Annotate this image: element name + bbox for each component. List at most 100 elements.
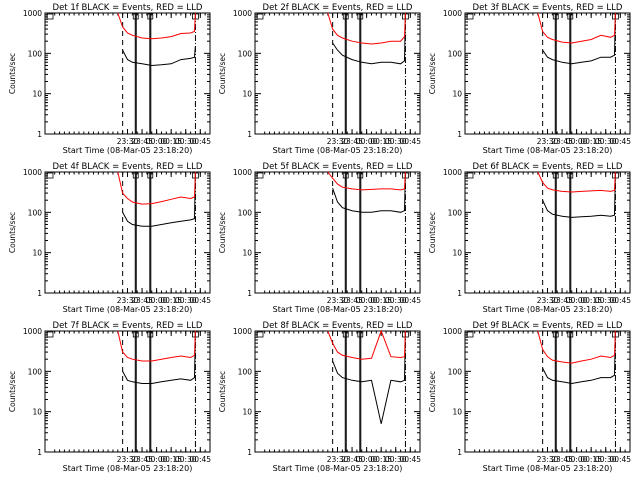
x-tick-label: 23:30 — [537, 137, 559, 146]
x-tick-label: 23:45 — [341, 296, 363, 305]
y-tick-label: 1 — [457, 130, 462, 139]
plot-frame — [44, 330, 211, 453]
plot-frame — [254, 330, 421, 453]
x-tick-label: 23:30 — [327, 455, 349, 464]
x-tick-label: 00:00 — [356, 455, 378, 464]
x-axis-label: Start Time (08-Mar-05 23:18:20) — [63, 305, 193, 314]
y-tick-label: 1000 — [233, 327, 252, 336]
y-tick-label: 100 — [238, 49, 253, 58]
x-tick-label: 00:30 — [595, 296, 617, 305]
box-marker-cap-1 — [132, 172, 139, 179]
y-tick-label: 1000 — [443, 168, 462, 177]
series-lld-line — [117, 12, 196, 40]
series-events-line — [542, 330, 616, 385]
panel-title: Det 4f BLACK = Events, RED = LLD — [53, 162, 203, 172]
panel-title: Det 3f BLACK = Events, RED = LLD — [473, 3, 623, 13]
x-tick-label: 00:15 — [580, 296, 602, 305]
x-tick-label: 23:30 — [537, 296, 559, 305]
x-tick-label: 00:15 — [160, 137, 182, 146]
x-tick-label: 23:45 — [341, 137, 363, 146]
panel-7: Det 7f BLACK = Events, RED = LLD 1 10 100 10… — [8, 321, 211, 473]
x-tick-label: 00:00 — [566, 137, 588, 146]
plot-frame — [464, 171, 631, 294]
x-tick-label: 00:30 — [385, 455, 407, 464]
x-tick-label: 23:45 — [551, 137, 573, 146]
x-tick-label: 00:45 — [609, 137, 631, 146]
plot-frame — [254, 171, 421, 294]
x-tick-label: 00:15 — [580, 455, 602, 464]
plot-frame — [464, 12, 631, 135]
y-tick-label: 100 — [28, 208, 43, 217]
panel-4: Det 4f BLACK = Events, RED = LLD 1 10 100 10… — [8, 162, 211, 314]
plot-frame — [254, 12, 421, 135]
panel-1: Det 1f BLACK = Events, RED = LLD 1 10 100 10… — [8, 3, 211, 155]
panel-title: Det 7f BLACK = Events, RED = LLD — [53, 321, 203, 331]
plot-frame — [464, 330, 631, 453]
x-tick-label: 00:15 — [580, 137, 602, 146]
series-lld-line — [117, 171, 196, 205]
y-tick-label: 10 — [32, 90, 42, 99]
panel-3: Det 3f BLACK = Events, RED = LLD 1 10 100 10… — [428, 3, 631, 155]
y-tick-label: 10 — [242, 249, 252, 258]
box-marker-cap-1 — [552, 13, 559, 20]
x-tick-label: 00:45 — [399, 455, 421, 464]
y-axis-label: Counts/sec — [8, 212, 17, 253]
x-tick-label: 23:45 — [131, 296, 153, 305]
y-tick-label: 1000 — [233, 168, 252, 177]
y-axis-label: Counts/sec — [428, 212, 437, 253]
series-events-line — [332, 330, 406, 424]
box-marker-cap-1 — [342, 13, 349, 20]
series-lld-line — [537, 171, 616, 193]
x-tick-label: 00:00 — [146, 296, 168, 305]
y-tick-label: 10 — [32, 408, 42, 417]
y-tick-label: 1 — [247, 448, 252, 457]
panel-title: Det 5f BLACK = Events, RED = LLD — [263, 162, 413, 172]
x-tick-label: 23:45 — [131, 455, 153, 464]
series-lld-line — [327, 329, 406, 360]
y-tick-label: 100 — [238, 208, 253, 217]
x-tick-label: 00:45 — [189, 455, 211, 464]
x-tick-label: 23:45 — [551, 296, 573, 305]
panel-2: Det 2f BLACK = Events, RED = LLD 1 10 100 10… — [218, 3, 421, 155]
x-tick-label: 00:00 — [356, 296, 378, 305]
y-tick-label: 100 — [238, 367, 253, 376]
panel-title: Det 6f BLACK = Events, RED = LLD — [473, 162, 623, 172]
box-marker-cap-2 — [567, 13, 574, 20]
x-tick-label: 00:15 — [160, 296, 182, 305]
x-tick-label: 00:15 — [370, 455, 392, 464]
panel-9: Det 9f BLACK = Events, RED = LLD 1 10 100 10… — [428, 321, 631, 473]
y-tick-label: 100 — [448, 208, 463, 217]
y-tick-label: 1000 — [23, 9, 42, 18]
x-tick-label: 00:30 — [385, 137, 407, 146]
x-tick-label: 23:45 — [341, 455, 363, 464]
x-tick-label: 00:30 — [175, 296, 197, 305]
x-tick-label: 00:15 — [160, 455, 182, 464]
y-tick-label: 1000 — [23, 327, 42, 336]
box-marker-cap-2 — [567, 172, 574, 179]
y-axis-label: Counts/sec — [428, 371, 437, 412]
x-tick-label: 00:00 — [566, 296, 588, 305]
y-tick-label: 1 — [247, 289, 252, 298]
x-tick-label: 00:30 — [595, 455, 617, 464]
y-tick-label: 1 — [37, 130, 42, 139]
y-axis-label: Counts/sec — [218, 212, 227, 253]
series-lld-line — [537, 330, 616, 364]
panel-title: Det 2f BLACK = Events, RED = LLD — [263, 3, 413, 13]
plot-frame — [44, 171, 211, 294]
x-tick-label: 00:15 — [370, 296, 392, 305]
x-tick-label: 00:45 — [609, 455, 631, 464]
x-tick-label: 23:45 — [551, 455, 573, 464]
box-marker-cap-2 — [357, 13, 364, 20]
y-tick-label: 10 — [32, 249, 42, 258]
series-events-line — [122, 46, 196, 67]
x-tick-label: 00:15 — [370, 137, 392, 146]
x-tick-label: 23:30 — [327, 137, 349, 146]
x-tick-label: 00:00 — [146, 455, 168, 464]
x-axis-label: Start Time (08-Mar-05 23:18:20) — [63, 464, 193, 473]
y-axis-label: Counts/sec — [8, 371, 17, 412]
y-tick-label: 100 — [448, 49, 463, 58]
x-tick-label: 00:45 — [609, 296, 631, 305]
x-tick-label: 00:30 — [175, 455, 197, 464]
series-lld-line — [117, 330, 196, 362]
box-marker-cap-2 — [357, 331, 364, 338]
